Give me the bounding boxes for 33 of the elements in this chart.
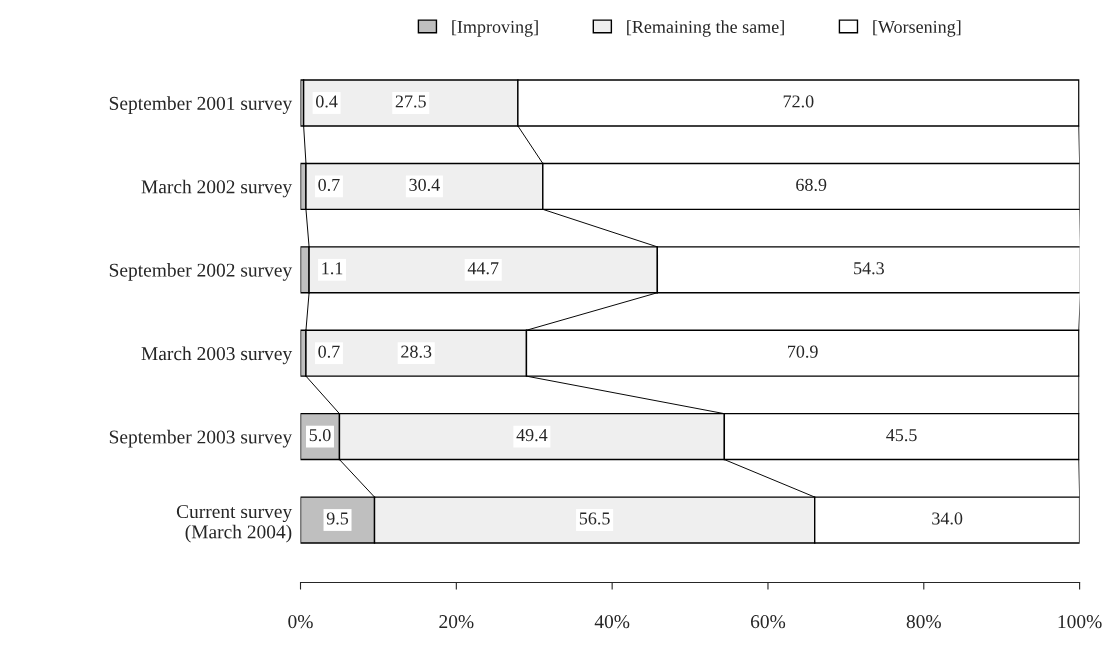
legend-label: [Remaining the same] bbox=[627, 20, 784, 37]
data-label: 44.7 bbox=[467, 262, 499, 275]
x-tick-label: 40% bbox=[594, 615, 630, 629]
data-label: 0.4 bbox=[316, 95, 338, 108]
data-label: 34.0 bbox=[932, 512, 963, 525]
data-label: 9.5 bbox=[326, 512, 349, 525]
legend-label: [Improving] bbox=[452, 20, 538, 37]
y-tick-label: September 2002 survey bbox=[109, 263, 293, 281]
y-tick-label: March 2003 survey bbox=[141, 346, 293, 365]
data-label: 54.3 bbox=[854, 262, 884, 275]
data-label: 49.4 bbox=[516, 428, 548, 442]
legend-label: [Worsening] bbox=[873, 20, 961, 37]
x-tick-label: 60% bbox=[750, 615, 786, 629]
data-label: 0.7 bbox=[318, 345, 340, 358]
y-tick-label: September 2003 survey bbox=[109, 429, 293, 448]
x-tick-label: 100% bbox=[1058, 615, 1102, 629]
data-label: 5.0 bbox=[309, 428, 331, 442]
y-tick-label: March 2002 survey bbox=[141, 179, 293, 198]
x-tick-label: 80% bbox=[906, 615, 941, 629]
y-tick-label: September 2001 survey bbox=[109, 96, 293, 114]
data-label: 56.5 bbox=[579, 512, 610, 525]
data-label: 28.3 bbox=[401, 345, 432, 358]
data-label: 45.5 bbox=[886, 429, 917, 442]
data-label: 30.4 bbox=[409, 178, 440, 191]
x-tick-label: 0% bbox=[288, 615, 313, 629]
y-tick-label: Current survey (March 2004) bbox=[176, 505, 293, 543]
data-label: 70.9 bbox=[788, 345, 818, 358]
data-label: 72.0 bbox=[783, 95, 814, 108]
data-label: 68.9 bbox=[796, 178, 827, 191]
data-label: 0.7 bbox=[318, 178, 340, 191]
x-tick-label: 20% bbox=[439, 615, 474, 629]
data-label: 1.1 bbox=[322, 262, 343, 275]
data-label: 27.5 bbox=[395, 95, 426, 108]
